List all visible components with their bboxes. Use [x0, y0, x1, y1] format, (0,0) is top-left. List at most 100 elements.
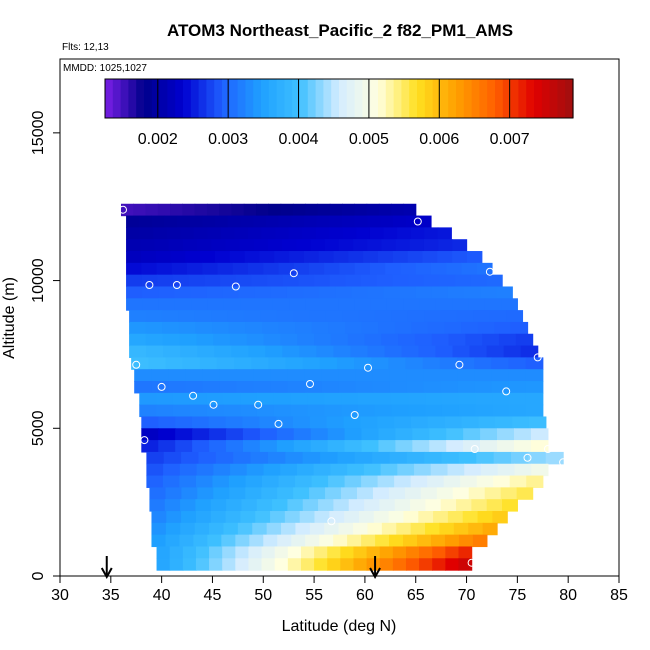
heatmap-cell — [168, 369, 186, 382]
heatmap-cell — [502, 499, 518, 512]
heatmap-cell — [405, 215, 419, 228]
heatmap-cell — [174, 286, 192, 299]
heatmap-cell — [378, 251, 394, 264]
heatmap-cell — [209, 440, 227, 453]
heatmap-cell — [195, 475, 214, 488]
colorbar-segment — [393, 79, 402, 118]
heatmap-cell — [327, 428, 346, 441]
heatmap-cell — [263, 463, 281, 477]
heatmap-cell — [237, 522, 253, 536]
colorbar-segment — [167, 79, 176, 118]
heatmap-cell — [307, 392, 325, 406]
heatmap-cell — [161, 310, 179, 323]
heatmap-cell — [146, 475, 164, 488]
heatmap-cell — [525, 392, 544, 406]
heatmap-cell — [476, 475, 494, 488]
heatmap-cell — [446, 440, 464, 453]
heatmap-cell — [441, 404, 460, 418]
heatmap-cell — [197, 239, 212, 252]
heatmap-cell — [309, 262, 325, 276]
heatmap-cell — [288, 227, 303, 240]
heatmap-cell — [440, 310, 458, 323]
heatmap-cell — [296, 463, 315, 477]
heatmap-cell — [310, 428, 329, 441]
heatmap-cell — [372, 487, 390, 500]
heatmap-cell — [179, 333, 197, 347]
heatmap-cell — [219, 381, 237, 394]
heatmap-cell — [318, 251, 335, 264]
colorbar-segment — [354, 79, 363, 118]
heatmap-cell — [268, 357, 287, 370]
heatmap-cell — [375, 534, 390, 548]
heatmap-cell — [344, 511, 360, 524]
heatmap-cell — [261, 558, 276, 571]
heatmap-cell — [493, 475, 511, 488]
heatmap-cell — [456, 310, 474, 323]
heatmap-cell — [383, 227, 398, 240]
x-axis-label: Latitude (deg N) — [282, 618, 397, 635]
heatmap-cell — [423, 381, 442, 394]
heatmap-cell — [424, 310, 442, 323]
heatmap-cell — [212, 321, 230, 335]
colorbar-segment — [362, 79, 371, 118]
heatmap-cell — [354, 357, 372, 370]
sample-point — [132, 360, 141, 369]
heatmap-cell — [526, 475, 544, 488]
heatmap-cell — [285, 451, 304, 465]
colorbar-segment — [339, 79, 348, 118]
heatmap-cell — [498, 333, 517, 347]
heatmap-cell — [464, 463, 482, 477]
heatmap-cell — [305, 534, 320, 548]
heatmap-cell — [391, 404, 409, 418]
colorbar-segment — [448, 79, 457, 118]
heatmap-cell — [179, 475, 197, 488]
x-tick-label: 50 — [254, 587, 272, 604]
heatmap-cell — [417, 534, 432, 548]
heatmap-cell — [256, 499, 273, 512]
heatmap-cell — [165, 534, 181, 548]
heatmap-cell — [239, 239, 255, 252]
heatmap-cell — [129, 321, 147, 335]
heatmap-cell — [392, 215, 407, 228]
heatmap-cell — [344, 440, 363, 453]
heatmap-cell — [444, 416, 463, 429]
heatmap-cell — [367, 215, 381, 228]
heatmap-cell — [424, 451, 443, 465]
heatmap-cell — [360, 416, 378, 429]
y-axis-label: Altitude (m) — [1, 277, 18, 359]
heatmap-cell — [250, 451, 269, 465]
heatmap-cell — [379, 499, 396, 512]
heatmap-cell — [474, 381, 493, 394]
heatmap-cell — [395, 239, 411, 252]
heatmap-cell — [440, 369, 459, 382]
heatmap-cell — [261, 487, 278, 500]
colorbar-segment — [541, 79, 551, 118]
heatmap-cell — [378, 428, 396, 441]
heatmap-cell — [508, 369, 527, 382]
heatmap-cell — [338, 381, 357, 394]
heatmap-cell — [126, 286, 143, 299]
heatmap-cell — [351, 286, 369, 299]
heatmap-cell — [342, 310, 360, 323]
colorbar-segment — [253, 79, 262, 118]
heatmap-cell — [319, 286, 336, 299]
heatmap-cell — [486, 345, 505, 358]
heatmap-cell — [342, 203, 355, 217]
heatmap-cell — [295, 522, 311, 536]
heatmap-cell — [364, 333, 382, 347]
heatmap-cell — [391, 392, 409, 406]
heatmap-cell — [196, 333, 214, 347]
heatmap-cell — [309, 310, 327, 323]
heatmap-cell — [193, 534, 208, 548]
heatmap-cell — [287, 369, 306, 382]
heatmap-cell — [235, 534, 250, 548]
heatmap-cell — [195, 321, 213, 335]
heatmap-cell — [235, 558, 250, 571]
heatmap-cell — [316, 215, 330, 228]
heatmap-cell — [457, 369, 476, 382]
heatmap-cell — [378, 321, 396, 335]
heatmap-cell — [448, 333, 466, 347]
heatmap-cell — [435, 345, 454, 358]
heatmap-cell — [242, 440, 261, 453]
heatmap-cell — [353, 239, 368, 252]
